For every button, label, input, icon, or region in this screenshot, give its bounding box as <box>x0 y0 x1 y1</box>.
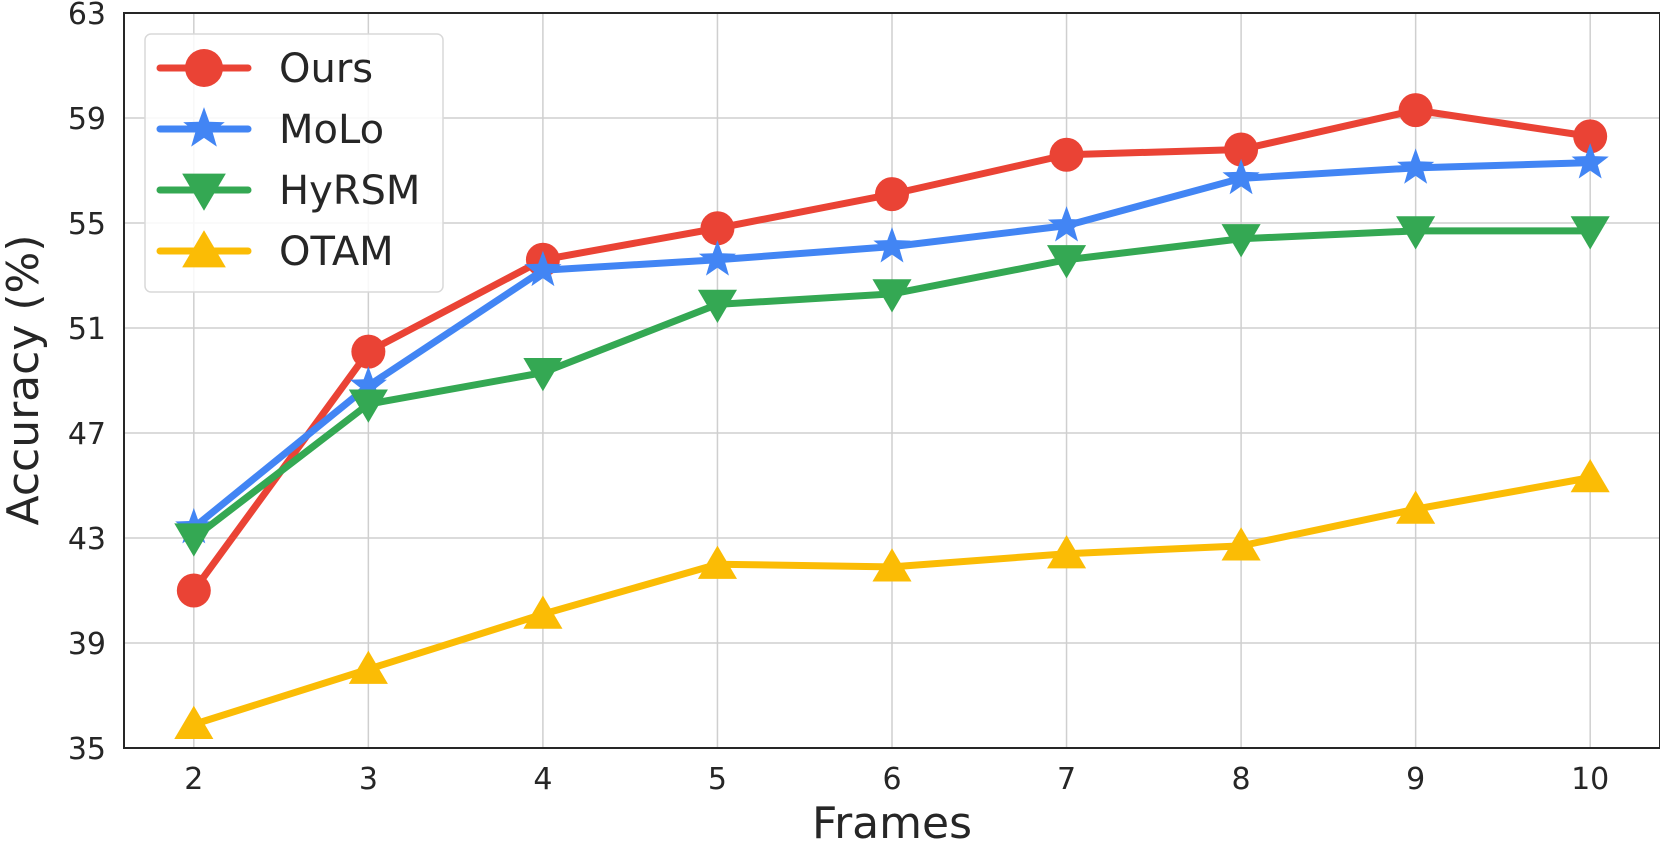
legend-marker-molo <box>183 107 225 147</box>
y-tick-labels: 35 39 43 47 51 55 59 63 <box>68 0 106 767</box>
data-point-ours <box>1049 137 1084 172</box>
data-point-molo <box>1047 206 1086 242</box>
data-point-otam <box>1046 535 1087 569</box>
data-point-ours <box>351 334 386 369</box>
legend-box <box>144 33 444 293</box>
series-otam <box>174 459 1610 740</box>
plot-frame <box>123 12 1660 749</box>
x-tick-label: 7 <box>1057 762 1076 797</box>
legend-item-hyrsm: HyRSM <box>156 168 420 214</box>
data-point-hyrsm <box>1046 245 1087 279</box>
series-hyrsm <box>174 216 1610 557</box>
data-point-hyrsm <box>1570 216 1610 250</box>
series-molo <box>175 143 1609 544</box>
legend-label-hyrsm: HyRSM <box>279 168 420 214</box>
y-tick-label: 55 <box>68 207 106 242</box>
y-axis-title: Accuracy (%) <box>0 234 49 525</box>
legend-label-otam: OTAM <box>279 229 394 275</box>
x-tick-label: 6 <box>882 762 901 797</box>
data-point-molo <box>1222 158 1260 195</box>
data-point-molo <box>349 366 387 402</box>
data-point-otam <box>872 548 912 582</box>
data-point-hyrsm <box>872 279 912 313</box>
legend-marker-ours <box>185 49 223 87</box>
data-point-otam <box>697 545 738 579</box>
legend-item-ours: Ours <box>156 46 373 92</box>
data-point-molo <box>1397 148 1435 184</box>
y-tick-label: 47 <box>68 417 106 452</box>
data-point-ours <box>1224 132 1259 167</box>
legend-label-ours: Ours <box>279 46 373 92</box>
data-point-molo <box>698 240 737 276</box>
data-point-otam <box>1570 459 1610 493</box>
legend-marker-otam <box>182 230 226 268</box>
y-tick-label: 43 <box>68 522 106 557</box>
x-tick-label: 3 <box>359 762 378 797</box>
y-tick-label: 59 <box>68 102 106 137</box>
series-layer <box>174 93 1610 740</box>
x-tick-label: 9 <box>1406 762 1425 797</box>
legend: Ours MoLo HyRSM OTAM <box>144 33 444 293</box>
data-point-ours <box>875 177 909 212</box>
y-tick-label: 63 <box>68 0 106 32</box>
x-tick-label: 10 <box>1571 762 1609 797</box>
data-point-molo <box>873 227 911 263</box>
x-tick-label: 2 <box>184 762 203 797</box>
data-point-otam <box>174 705 214 740</box>
data-point-otam <box>1221 527 1261 561</box>
data-point-hyrsm <box>174 523 214 557</box>
data-point-hyrsm <box>348 389 388 423</box>
x-tick-label: 8 <box>1232 762 1251 797</box>
data-point-otam <box>1396 490 1436 524</box>
y-tick-label: 39 <box>68 627 106 662</box>
data-point-hyrsm <box>697 289 738 323</box>
data-point-molo <box>1571 143 1609 179</box>
x-tick-label: 4 <box>533 762 552 797</box>
data-point-otam <box>523 595 563 629</box>
data-point-molo <box>524 250 562 287</box>
x-axis-title: Frames <box>812 798 972 849</box>
x-tick-labels: 2 3 4 5 6 7 8 9 10 <box>184 762 1609 797</box>
data-point-ours <box>1398 93 1433 128</box>
legend-label-molo: MoLo <box>279 107 384 153</box>
data-point-ours <box>176 573 211 608</box>
data-point-hyrsm <box>1221 224 1261 258</box>
data-point-otam <box>348 650 388 684</box>
data-point-hyrsm <box>1396 216 1436 250</box>
legend-item-otam: OTAM <box>156 229 394 275</box>
y-tick-label: 35 <box>68 732 106 767</box>
data-point-ours <box>700 211 735 246</box>
data-point-hyrsm <box>523 357 563 392</box>
x-tick-label: 5 <box>708 762 727 797</box>
y-tick-label: 51 <box>68 312 106 347</box>
legend-marker-hyrsm <box>182 173 226 211</box>
legend-item-molo: MoLo <box>156 107 384 153</box>
data-point-ours <box>1573 119 1608 154</box>
